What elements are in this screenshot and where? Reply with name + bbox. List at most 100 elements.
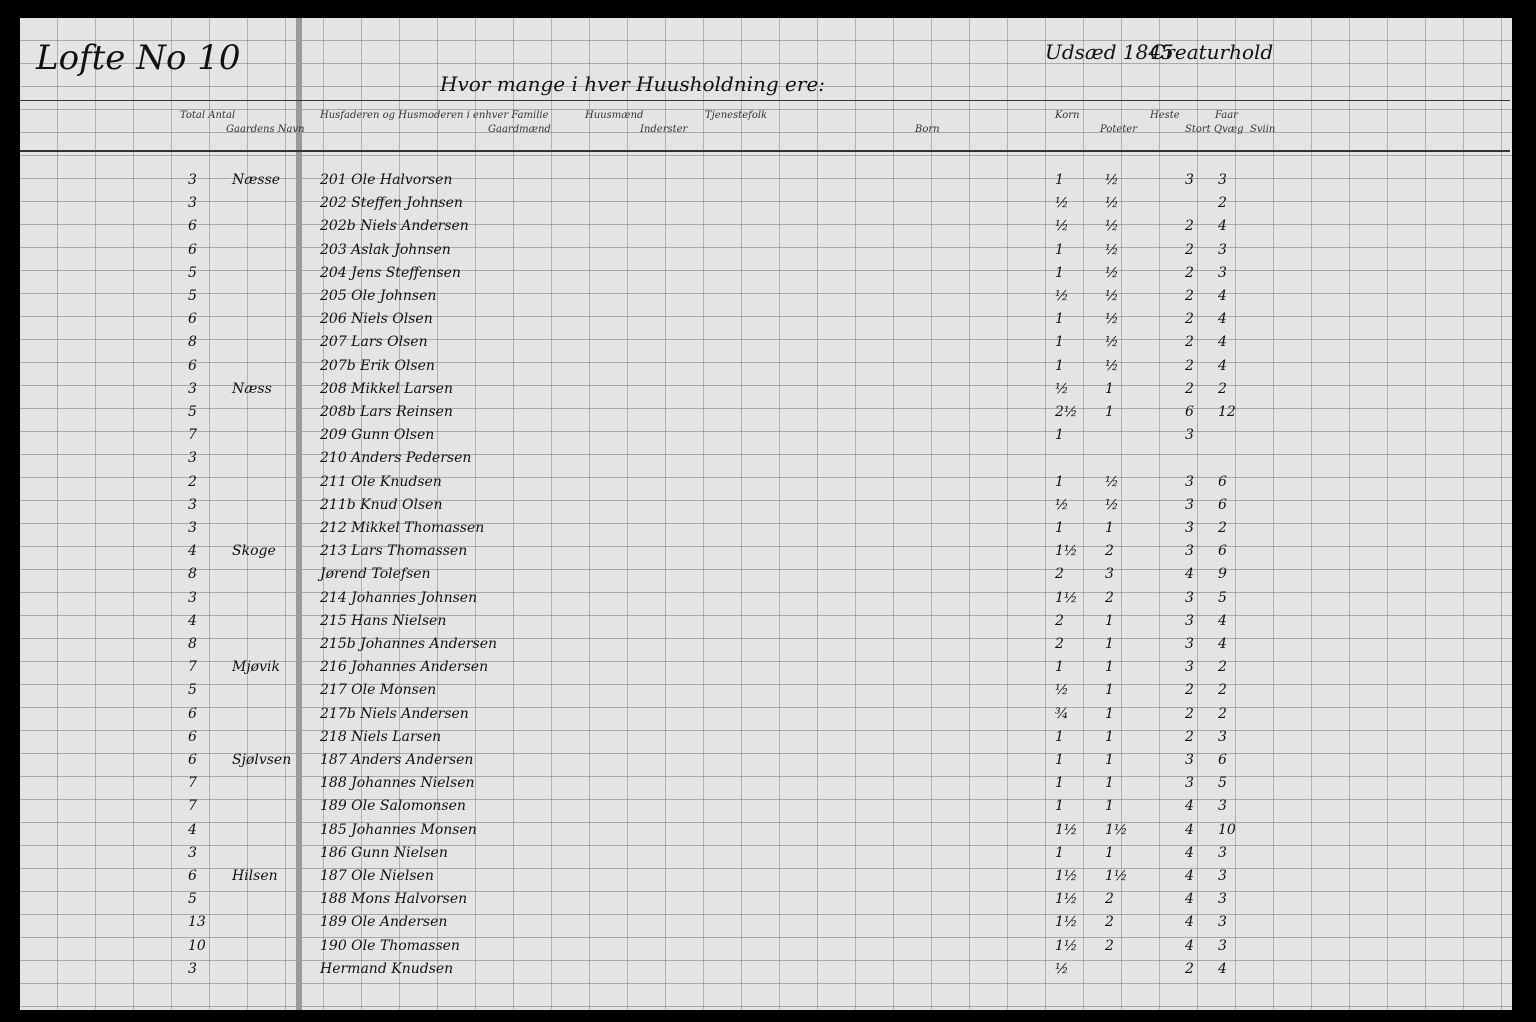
total: 3	[188, 844, 197, 861]
seed: ½	[1105, 195, 1119, 212]
name: 218 Niels Larsen	[320, 728, 442, 745]
seed: ½	[1105, 311, 1119, 328]
total: 6	[188, 357, 197, 374]
seed: 2½	[1055, 404, 1078, 420]
total: 8	[188, 566, 197, 583]
seed: 1	[1105, 659, 1114, 676]
seed: ½	[1055, 380, 1069, 397]
total: 5	[188, 404, 197, 420]
seed: 1	[1055, 264, 1064, 281]
seed: 1	[1055, 172, 1064, 188]
name: 211 Ole Knudsen	[320, 473, 442, 490]
livestock: 2	[1185, 728, 1194, 745]
column-header: Heste	[1150, 110, 1180, 121]
seed: ½	[1055, 288, 1069, 304]
column-header: Korn	[1055, 110, 1080, 121]
column-header: Gaardens Navn	[226, 124, 305, 135]
total: 7	[188, 659, 197, 676]
seed: 1½	[1105, 821, 1128, 838]
total: 13	[188, 914, 206, 931]
livestock: 3	[1218, 798, 1227, 815]
livestock: 5	[1218, 589, 1227, 606]
livestock: 3	[1218, 868, 1227, 884]
livestock: 2	[1185, 264, 1194, 281]
seed: 1	[1105, 682, 1114, 699]
name: 186 Gunn Nielsen	[320, 844, 448, 861]
name: 214 Johannes Johnsen	[320, 589, 478, 606]
livestock: 4	[1185, 566, 1194, 583]
name: 204 Jens Steffensen	[320, 264, 461, 281]
name: Jørend Tolefsen	[320, 566, 431, 583]
livestock: 3	[1218, 241, 1227, 258]
livestock: 4	[1218, 612, 1227, 629]
livestock: 4	[1185, 844, 1194, 861]
total: 3	[188, 380, 197, 397]
livestock: 10	[1218, 821, 1236, 838]
name: 188 Johannes Nielsen	[320, 775, 475, 792]
livestock: 2	[1218, 705, 1227, 722]
seed: ½	[1055, 195, 1069, 212]
livestock: 4	[1185, 868, 1194, 884]
livestock: 3	[1218, 891, 1227, 908]
seed: ½	[1105, 334, 1119, 351]
livestock: 3	[1218, 264, 1227, 281]
livestock: 4	[1185, 914, 1194, 931]
livestock: 3	[1185, 589, 1194, 606]
farm: Hilsen	[232, 868, 278, 884]
total: 3	[188, 520, 197, 536]
name: 187 Ole Nielsen	[320, 868, 434, 884]
total: 4	[188, 543, 197, 560]
total: 8	[188, 334, 197, 351]
livestock: 3	[1218, 172, 1227, 188]
seed: 1	[1055, 473, 1064, 490]
livestock: 3	[1218, 844, 1227, 861]
livestock: 6	[1218, 473, 1227, 490]
name: 207b Erik Olsen	[320, 357, 435, 374]
total: 6	[188, 728, 197, 745]
column-header: Faar	[1215, 110, 1238, 121]
seed: ½	[1055, 496, 1069, 513]
seed: 3	[1105, 566, 1114, 583]
name: 206 Niels Olsen	[320, 311, 433, 328]
column-header: Inderster	[640, 124, 688, 135]
seed: 1	[1105, 844, 1114, 861]
seed: 1	[1055, 520, 1064, 536]
livestock: 2	[1185, 334, 1194, 351]
seed: 1	[1055, 241, 1064, 258]
livestock: 2	[1218, 682, 1227, 699]
livestock: 4	[1185, 821, 1194, 838]
livestock: 3	[1218, 937, 1227, 954]
seed: 1	[1105, 380, 1114, 397]
livestock: 4	[1185, 891, 1194, 908]
farm: Sjølvsen	[232, 752, 292, 768]
seed: ½	[1105, 357, 1119, 374]
livestock: 3	[1185, 775, 1194, 792]
livestock: 4	[1218, 636, 1227, 652]
seed: 1½	[1105, 868, 1128, 884]
sowing-title: Udsæd 1845	[1045, 40, 1174, 64]
livestock: 2	[1185, 311, 1194, 328]
livestock: 4	[1218, 357, 1227, 374]
name: 185 Johannes Monsen	[320, 821, 477, 838]
column-header: Sviin	[1250, 124, 1276, 135]
seed: ½	[1105, 241, 1119, 258]
seed: 1	[1055, 659, 1064, 676]
column-header: Husfaderen og Husmoderen i enhver Famili…	[320, 110, 549, 121]
seed: 1½	[1055, 589, 1078, 606]
name: 216 Johannes Andersen	[320, 659, 489, 676]
livestock: 6	[1218, 543, 1227, 560]
livestock: 2	[1185, 682, 1194, 699]
name: 189 Ole Andersen	[320, 914, 448, 931]
total: 6	[188, 218, 197, 235]
name: 190 Ole Thomassen	[320, 937, 460, 954]
seed: 1	[1055, 775, 1064, 792]
total: 6	[188, 868, 197, 884]
livestock: 3	[1185, 752, 1194, 768]
seed: 1½	[1055, 891, 1078, 908]
seed: 1	[1055, 334, 1064, 351]
total: 6	[188, 705, 197, 722]
column-header: Total Antal	[180, 110, 236, 121]
name: 208b Lars Reinsen	[320, 404, 453, 420]
name: 208 Mikkel Larsen	[320, 380, 453, 397]
